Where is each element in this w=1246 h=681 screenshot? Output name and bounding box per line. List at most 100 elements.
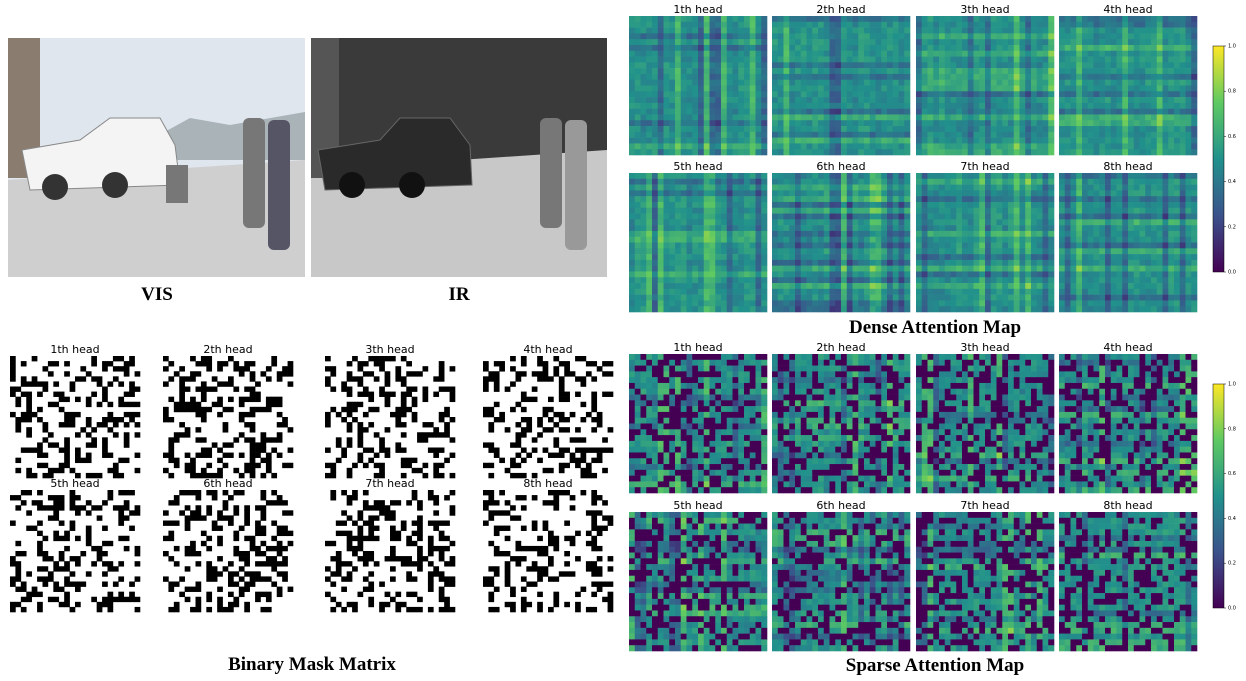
cell (641, 173, 647, 179)
wheel (42, 174, 68, 200)
cell (864, 143, 870, 149)
cell (494, 371, 500, 376)
cell (715, 266, 721, 272)
cell (277, 376, 283, 381)
cell (893, 16, 899, 22)
cell (1151, 62, 1157, 68)
cell (841, 225, 847, 231)
cell (876, 283, 882, 289)
cell (881, 277, 887, 283)
cell (1105, 86, 1111, 92)
cell (922, 68, 928, 74)
cell (824, 39, 830, 45)
cell (899, 277, 905, 283)
cell (922, 109, 928, 115)
cell (830, 57, 836, 63)
cell (928, 120, 934, 126)
cell (864, 120, 870, 126)
cell (979, 33, 985, 39)
cell (778, 271, 784, 277)
cell (1076, 45, 1082, 51)
cell (1157, 22, 1163, 28)
cell (185, 407, 191, 412)
cell (968, 126, 974, 132)
cell (853, 237, 859, 243)
cell (1111, 51, 1117, 57)
cell (1071, 33, 1077, 39)
cell (807, 62, 813, 68)
cell (1065, 109, 1071, 115)
cell (710, 149, 716, 155)
cell (1168, 132, 1174, 138)
cell (933, 132, 939, 138)
cell (26, 417, 32, 422)
cell (756, 237, 762, 243)
cell (1002, 68, 1008, 74)
cell (669, 120, 675, 126)
cell (417, 561, 423, 566)
cell (368, 371, 374, 376)
cell (864, 114, 870, 120)
cell (681, 225, 687, 231)
cell (1117, 74, 1123, 80)
cell (807, 109, 813, 115)
cell (812, 185, 818, 191)
cell (698, 219, 704, 225)
cell (687, 295, 693, 301)
cell (37, 602, 43, 607)
cell (559, 387, 565, 392)
cell (48, 556, 54, 561)
cell (887, 277, 893, 283)
cell (692, 68, 698, 74)
cell (185, 505, 191, 510)
cell (412, 576, 418, 581)
cell (818, 283, 824, 289)
cell (1065, 91, 1071, 97)
cell (835, 16, 841, 22)
cell (510, 505, 516, 510)
cell (1076, 114, 1082, 120)
cell (1076, 68, 1082, 74)
cell (744, 68, 750, 74)
cell (217, 510, 223, 515)
cell (1128, 57, 1134, 63)
cell (807, 114, 813, 120)
cell (807, 91, 813, 97)
cell (124, 536, 130, 541)
cell (1002, 80, 1008, 86)
cell (951, 103, 957, 109)
cell (53, 561, 59, 566)
cell (841, 39, 847, 45)
cell (629, 185, 635, 191)
cell (255, 453, 261, 458)
cell (881, 33, 887, 39)
cell (985, 120, 991, 126)
cell (223, 490, 229, 495)
cell (266, 407, 272, 412)
cell (646, 80, 652, 86)
cell (870, 143, 876, 149)
cell (991, 109, 997, 115)
cell (750, 45, 756, 51)
cell (818, 103, 824, 109)
cell (1031, 138, 1037, 144)
cell (858, 62, 864, 68)
cell (715, 271, 721, 277)
cell (772, 202, 778, 208)
cell (681, 149, 687, 155)
cell (433, 571, 439, 576)
cell (887, 138, 893, 144)
cell (939, 39, 945, 45)
cell (532, 437, 538, 442)
cell (1111, 39, 1117, 45)
cell (1122, 143, 1128, 149)
cell (559, 397, 565, 402)
cell (185, 387, 191, 392)
cell (1043, 126, 1049, 132)
cell (887, 237, 893, 243)
cell (113, 463, 119, 468)
cell (727, 196, 733, 202)
cell (750, 271, 756, 277)
cell (1174, 132, 1180, 138)
cell (704, 91, 710, 97)
